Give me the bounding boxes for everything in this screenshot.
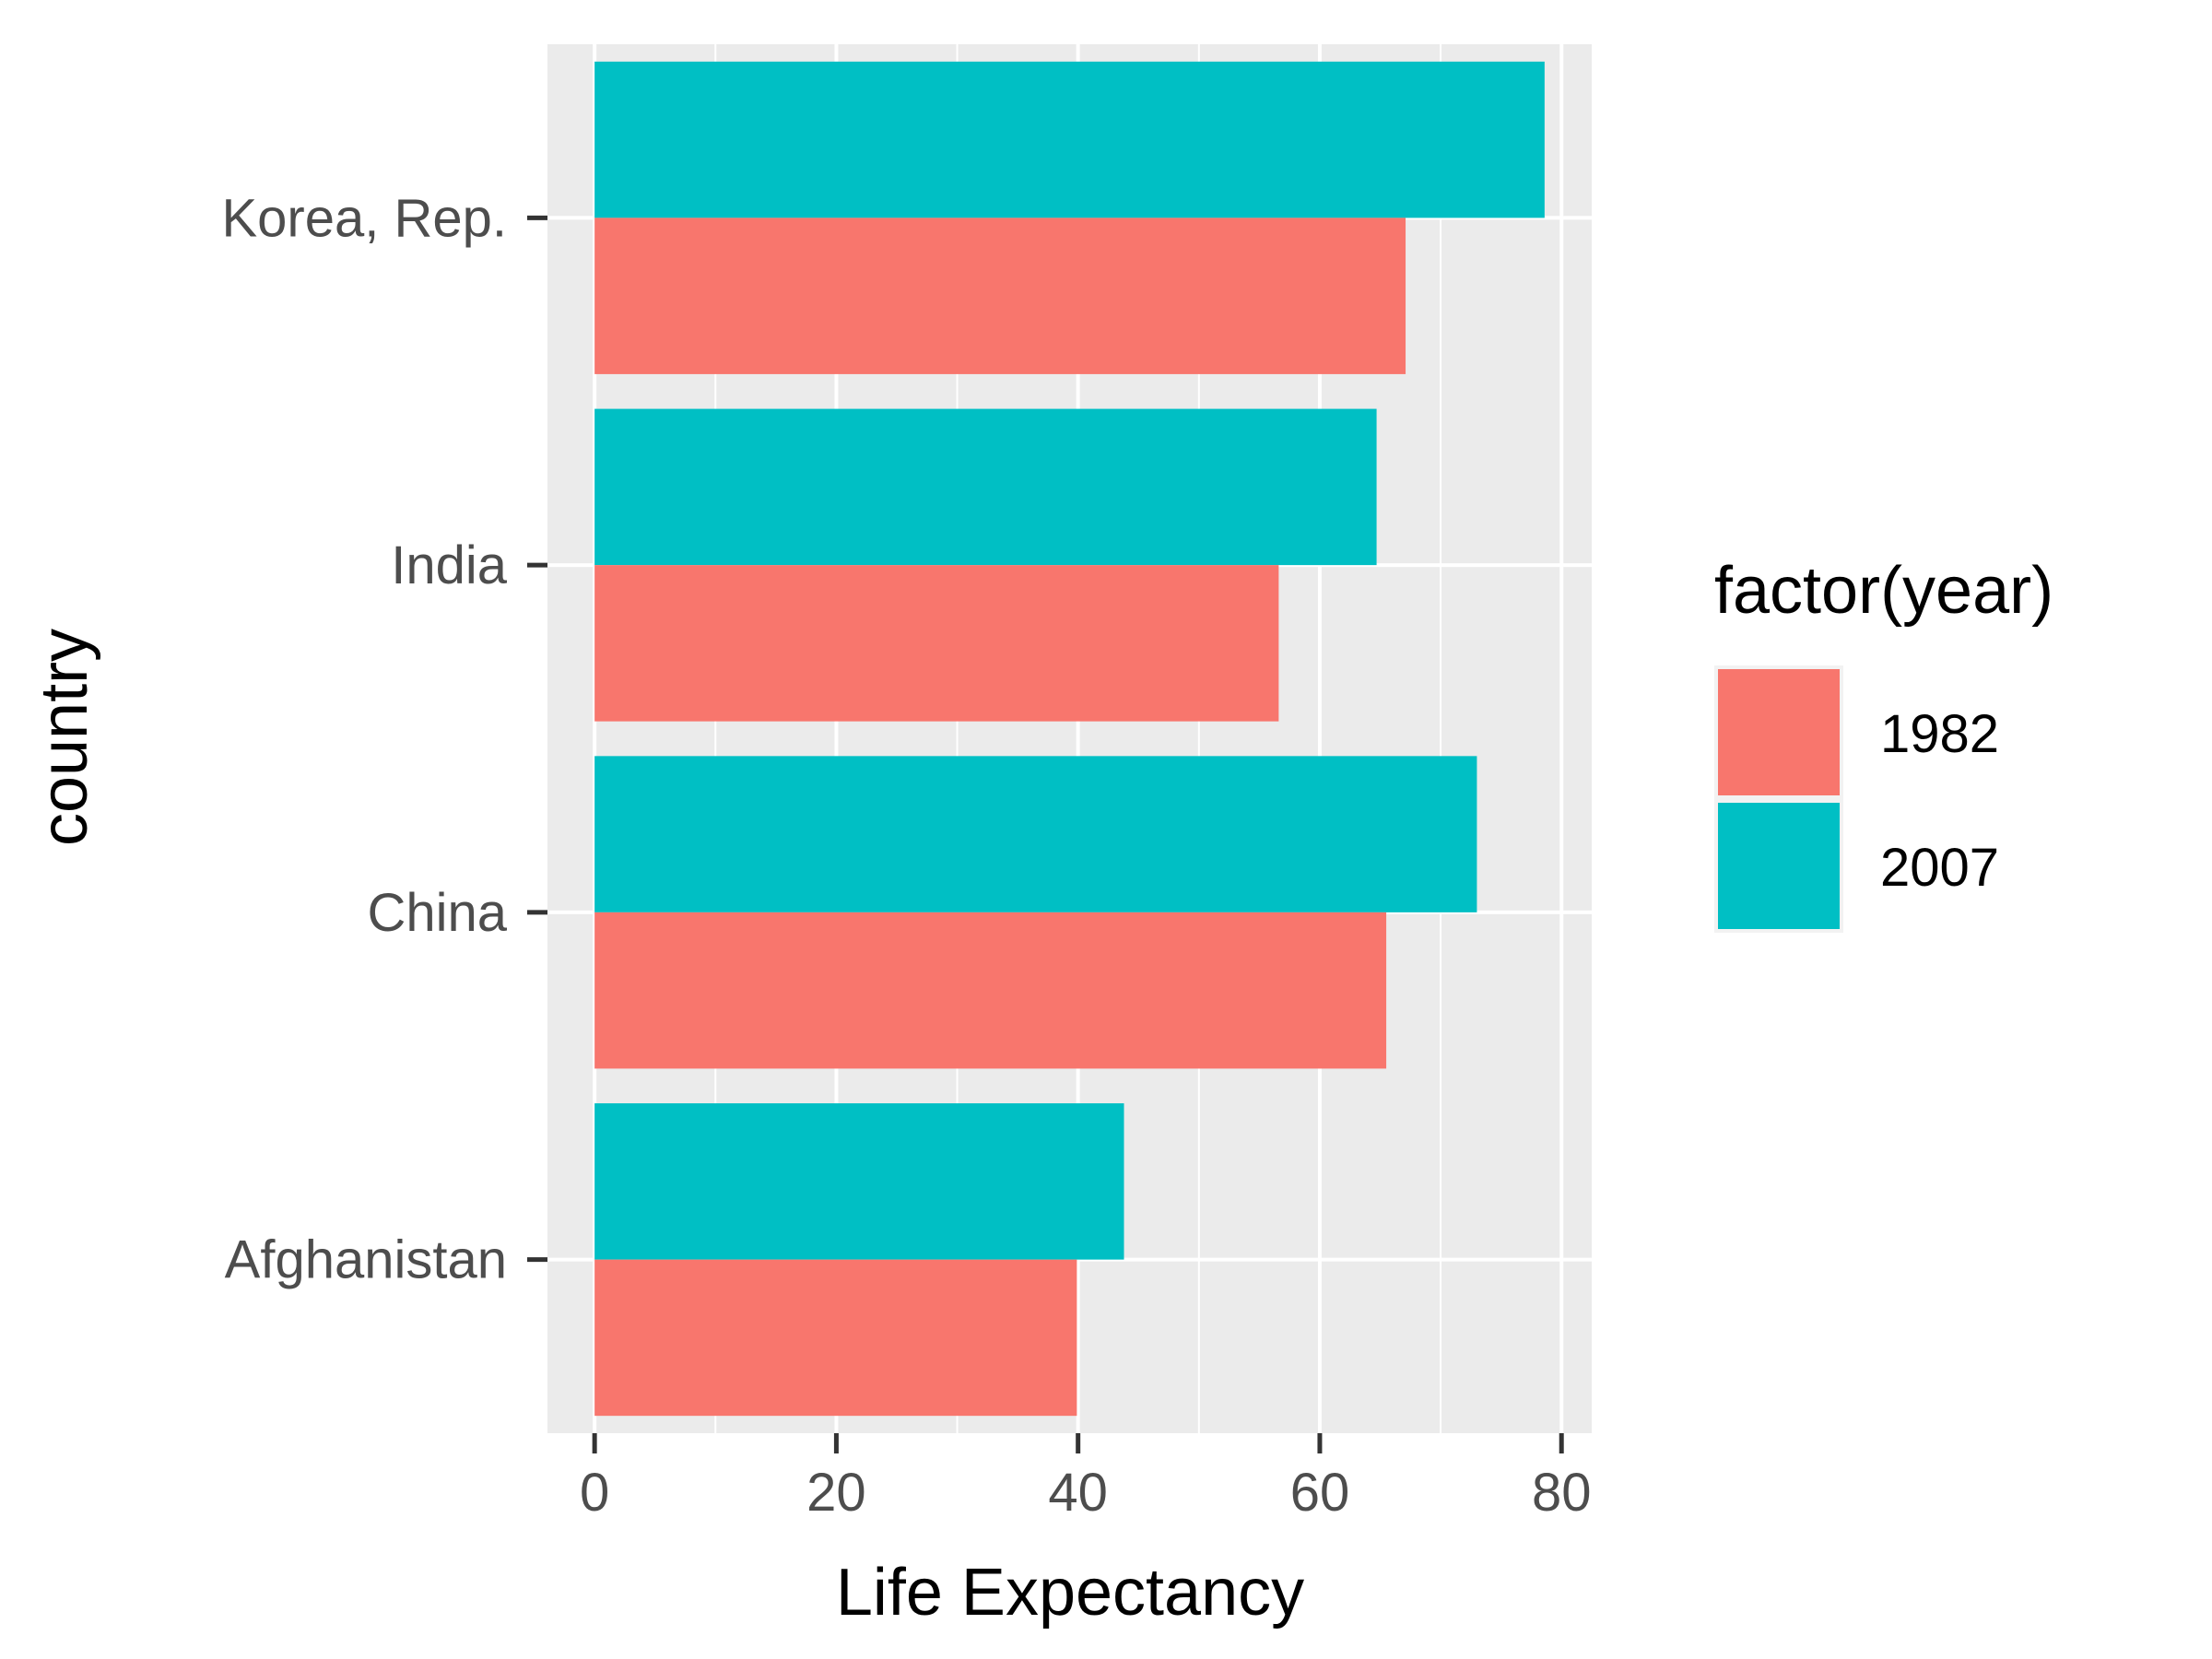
bars [594, 61, 1545, 1417]
legend-title: factor(year) [1714, 554, 2053, 628]
y-tick-label: Korea, Rep. [221, 188, 507, 248]
bar-2007 [594, 756, 1477, 912]
bar-1982 [594, 218, 1406, 374]
bar-2007 [594, 408, 1377, 566]
bar-2007 [594, 61, 1545, 218]
y-axis-title: country [28, 629, 101, 846]
x-axis-title: Life Expectancy [836, 1556, 1304, 1630]
x-tick-label: 60 [1290, 1463, 1350, 1523]
bar-1982 [594, 565, 1279, 722]
y-tick-label: China [367, 883, 507, 943]
legend: factor(year) 1982 2007 [1714, 554, 2053, 933]
x-tick-label: 80 [1532, 1463, 1592, 1523]
x-tick-label: 40 [1048, 1463, 1108, 1523]
bar-1982 [594, 1259, 1077, 1417]
y-tick-label: Afghanistan [225, 1230, 507, 1290]
bar-2007 [594, 1103, 1124, 1260]
legend-label: 2007 [1880, 838, 1999, 898]
legend-swatch-2007 [1718, 803, 1840, 929]
legend-items: 1982 2007 [1714, 665, 1999, 933]
axes: Korea, Rep. India China Afghanistan 0 20 40 60 8… [221, 188, 1591, 1523]
legend-swatch-1982 [1718, 669, 1840, 795]
legend-label: 1982 [1880, 704, 1999, 764]
bar-1982 [594, 912, 1387, 1069]
y-tick-label: India [391, 535, 508, 595]
x-tick-label: 20 [806, 1463, 866, 1523]
x-tick-label: 0 [580, 1463, 609, 1523]
